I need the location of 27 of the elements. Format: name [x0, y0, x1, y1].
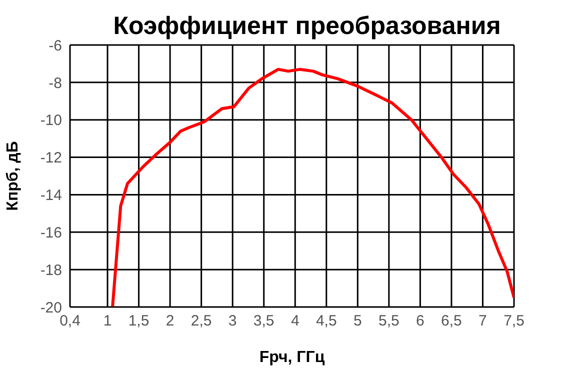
x-tick-label: 5,5 [378, 312, 400, 330]
y-tick-label: -20 [40, 299, 62, 316]
x-tick-label: 7,5 [504, 312, 524, 330]
x-tick-label: 6,5 [441, 312, 462, 330]
x-tick-label: 4,5 [316, 312, 337, 330]
x-tick-label: 0,4 [60, 312, 80, 330]
y-tick-label: -16 [40, 224, 62, 242]
y-tick-label: -14 [40, 187, 62, 204]
x-tick-label: 7 [478, 312, 487, 330]
x-tick-label: 2 [166, 312, 174, 330]
x-tick-label: 2,5 [190, 312, 212, 330]
x-tick-label: 4 [290, 312, 300, 330]
x-tick-label: 1 [103, 312, 112, 330]
x-axis-title: Fрч, ГГц [259, 349, 325, 366]
y-tick-label: -12 [40, 150, 62, 167]
y-tick-label: -6 [48, 37, 62, 54]
chart-title: Коэффициент преобразования [112, 12, 502, 41]
x-tick-label: 6 [416, 312, 424, 330]
y-axis-title: Кпрб, дБ [4, 141, 22, 211]
x-tick-label: 3 [228, 312, 237, 330]
y-tick-label: -8 [48, 74, 62, 92]
x-tick-label: 3,5 [253, 312, 274, 330]
x-tick-label: 5 [353, 312, 362, 330]
line-series [111, 68, 514, 307]
y-tick-label: -10 [40, 112, 62, 130]
x-tick-label: 1,5 [128, 312, 150, 330]
y-tick-label: -18 [40, 262, 62, 279]
